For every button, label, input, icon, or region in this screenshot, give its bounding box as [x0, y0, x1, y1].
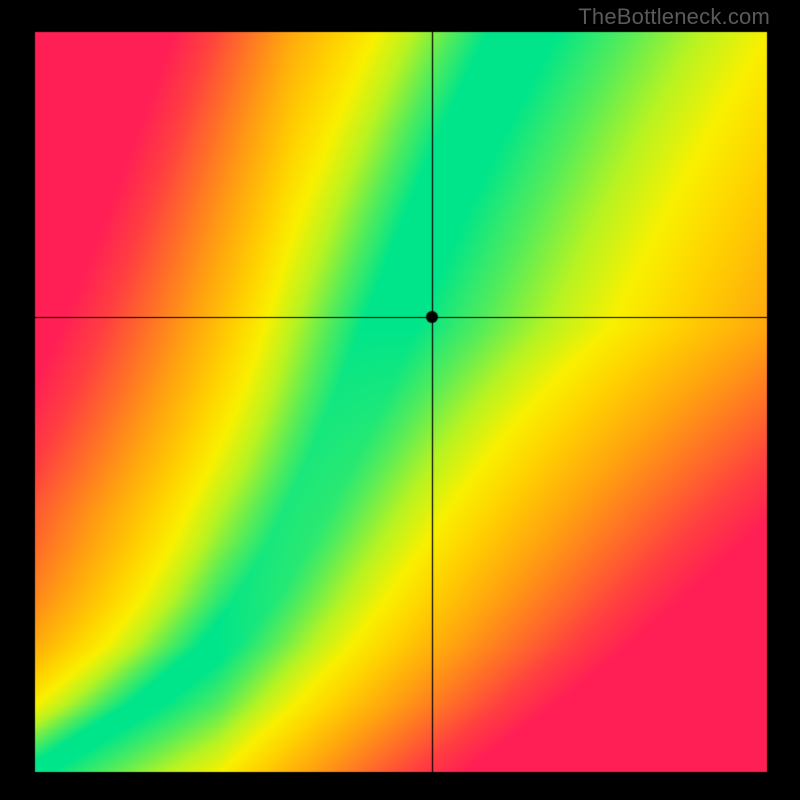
watermark-text: TheBottleneck.com: [578, 4, 770, 30]
bottleneck-heatmap-container: TheBottleneck.com: [0, 0, 800, 800]
bottleneck-heatmap-canvas: [0, 0, 800, 800]
